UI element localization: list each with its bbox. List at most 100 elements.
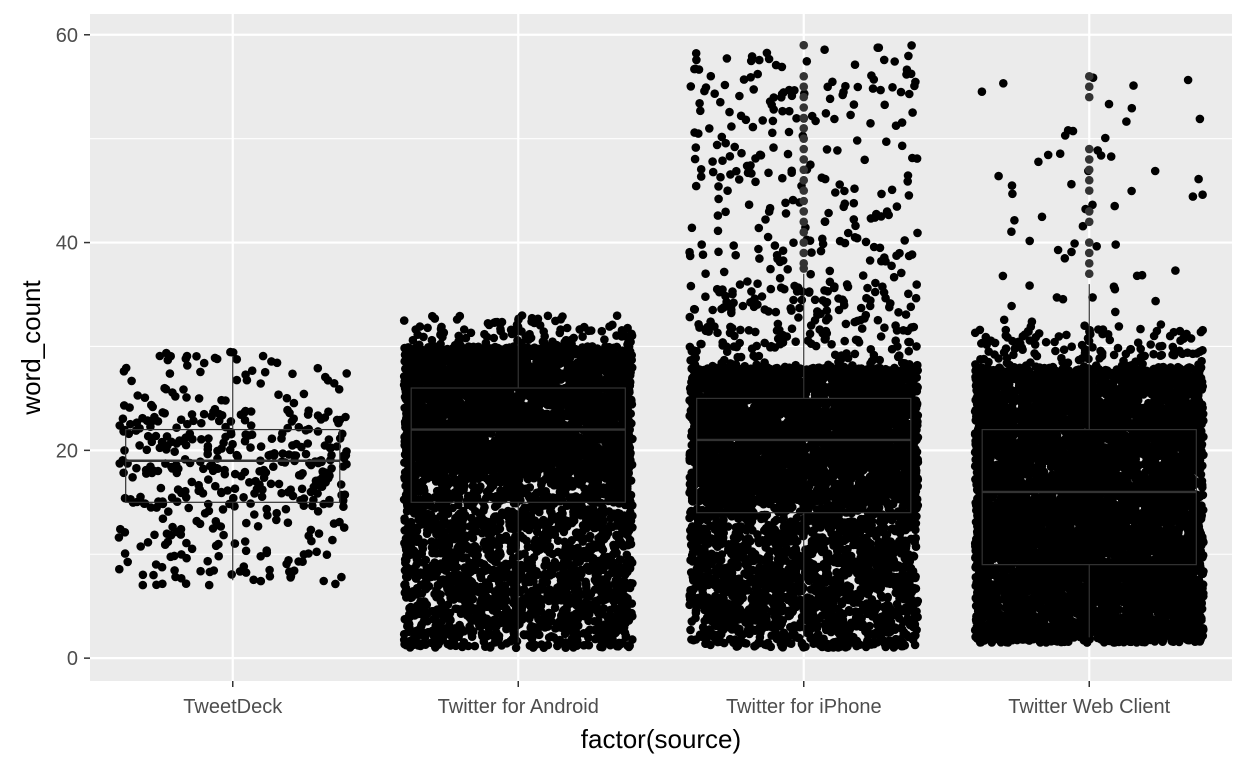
data-point bbox=[278, 449, 288, 458]
data-point bbox=[438, 332, 447, 342]
data-point bbox=[334, 385, 344, 394]
data-point bbox=[619, 542, 628, 551]
data-point bbox=[258, 351, 268, 361]
data-point bbox=[171, 572, 180, 582]
data-point bbox=[204, 580, 214, 590]
data-point bbox=[120, 425, 129, 435]
data-point bbox=[194, 394, 204, 403]
data-point bbox=[184, 503, 193, 513]
data-point bbox=[615, 509, 624, 518]
data-point bbox=[283, 423, 293, 433]
data-point bbox=[332, 442, 342, 451]
data-point bbox=[246, 407, 256, 416]
data-point bbox=[313, 411, 323, 420]
data-point bbox=[303, 439, 313, 448]
data-point bbox=[412, 590, 422, 599]
data-point bbox=[313, 427, 323, 436]
data-point bbox=[120, 446, 129, 455]
data-point bbox=[306, 487, 316, 497]
data-point bbox=[433, 522, 443, 531]
data-point bbox=[140, 393, 150, 403]
data-point bbox=[466, 625, 476, 634]
data-point bbox=[493, 548, 503, 558]
data-point bbox=[181, 579, 191, 588]
data-point bbox=[582, 640, 592, 649]
data-point bbox=[286, 571, 296, 581]
data-point bbox=[609, 540, 618, 550]
data-point bbox=[241, 370, 250, 380]
data-point bbox=[456, 487, 465, 496]
data-point bbox=[151, 431, 161, 441]
data-point bbox=[179, 385, 188, 394]
data-point bbox=[327, 464, 336, 473]
data-point bbox=[211, 481, 220, 491]
data-point bbox=[316, 481, 325, 491]
data-point bbox=[263, 511, 272, 520]
data-point bbox=[119, 468, 128, 478]
data-point bbox=[228, 439, 237, 449]
data-point bbox=[203, 449, 212, 459]
data-point bbox=[266, 450, 275, 460]
data-point bbox=[164, 507, 173, 516]
data-point bbox=[468, 502, 477, 512]
data-point bbox=[335, 415, 345, 425]
data-point bbox=[432, 529, 441, 539]
data-point bbox=[417, 620, 427, 629]
data-point bbox=[115, 459, 124, 468]
data-point bbox=[527, 558, 536, 568]
data-point bbox=[480, 516, 489, 525]
data-point bbox=[176, 415, 186, 425]
data-point bbox=[339, 523, 349, 532]
data-point bbox=[227, 570, 236, 579]
data-point bbox=[289, 398, 299, 408]
data-point bbox=[338, 496, 348, 505]
data-point bbox=[471, 433, 481, 443]
data-point bbox=[139, 499, 149, 509]
data-point bbox=[196, 367, 205, 377]
data-point bbox=[128, 473, 137, 482]
data-point bbox=[176, 436, 186, 446]
data-point bbox=[283, 487, 293, 497]
data-point bbox=[183, 361, 192, 370]
data-point bbox=[421, 577, 431, 586]
data-point bbox=[336, 480, 346, 489]
data-point bbox=[265, 572, 275, 581]
data-point bbox=[485, 600, 494, 610]
data-point bbox=[596, 606, 606, 616]
data-point bbox=[240, 436, 250, 446]
data-point bbox=[320, 468, 330, 477]
data-point bbox=[450, 564, 459, 574]
data-point bbox=[579, 629, 588, 638]
data-point bbox=[274, 390, 283, 400]
data-point bbox=[472, 609, 482, 619]
data-point bbox=[420, 597, 429, 606]
data-point bbox=[547, 510, 557, 520]
data-point bbox=[188, 434, 197, 444]
data-point bbox=[136, 542, 145, 551]
data-point bbox=[230, 539, 240, 548]
data-point bbox=[533, 591, 542, 601]
data-point bbox=[272, 508, 282, 518]
data-point bbox=[597, 326, 607, 336]
data-point bbox=[266, 479, 276, 489]
data-point bbox=[247, 366, 257, 376]
data-point bbox=[192, 352, 201, 361]
data-point bbox=[440, 538, 449, 547]
data-point bbox=[199, 358, 209, 368]
data-point bbox=[253, 522, 263, 531]
data-point bbox=[598, 407, 607, 417]
data-point bbox=[158, 408, 167, 417]
series-points bbox=[399, 311, 637, 653]
data-point bbox=[423, 323, 432, 333]
data-point bbox=[170, 566, 179, 575]
data-point bbox=[212, 354, 222, 364]
data-point bbox=[274, 479, 284, 489]
data-point bbox=[465, 522, 475, 531]
data-point bbox=[612, 331, 621, 340]
data-point bbox=[179, 488, 188, 498]
data-point bbox=[425, 522, 435, 532]
data-point bbox=[507, 329, 517, 339]
data-point bbox=[331, 579, 340, 589]
data-point bbox=[453, 496, 463, 505]
data-point bbox=[142, 469, 151, 478]
